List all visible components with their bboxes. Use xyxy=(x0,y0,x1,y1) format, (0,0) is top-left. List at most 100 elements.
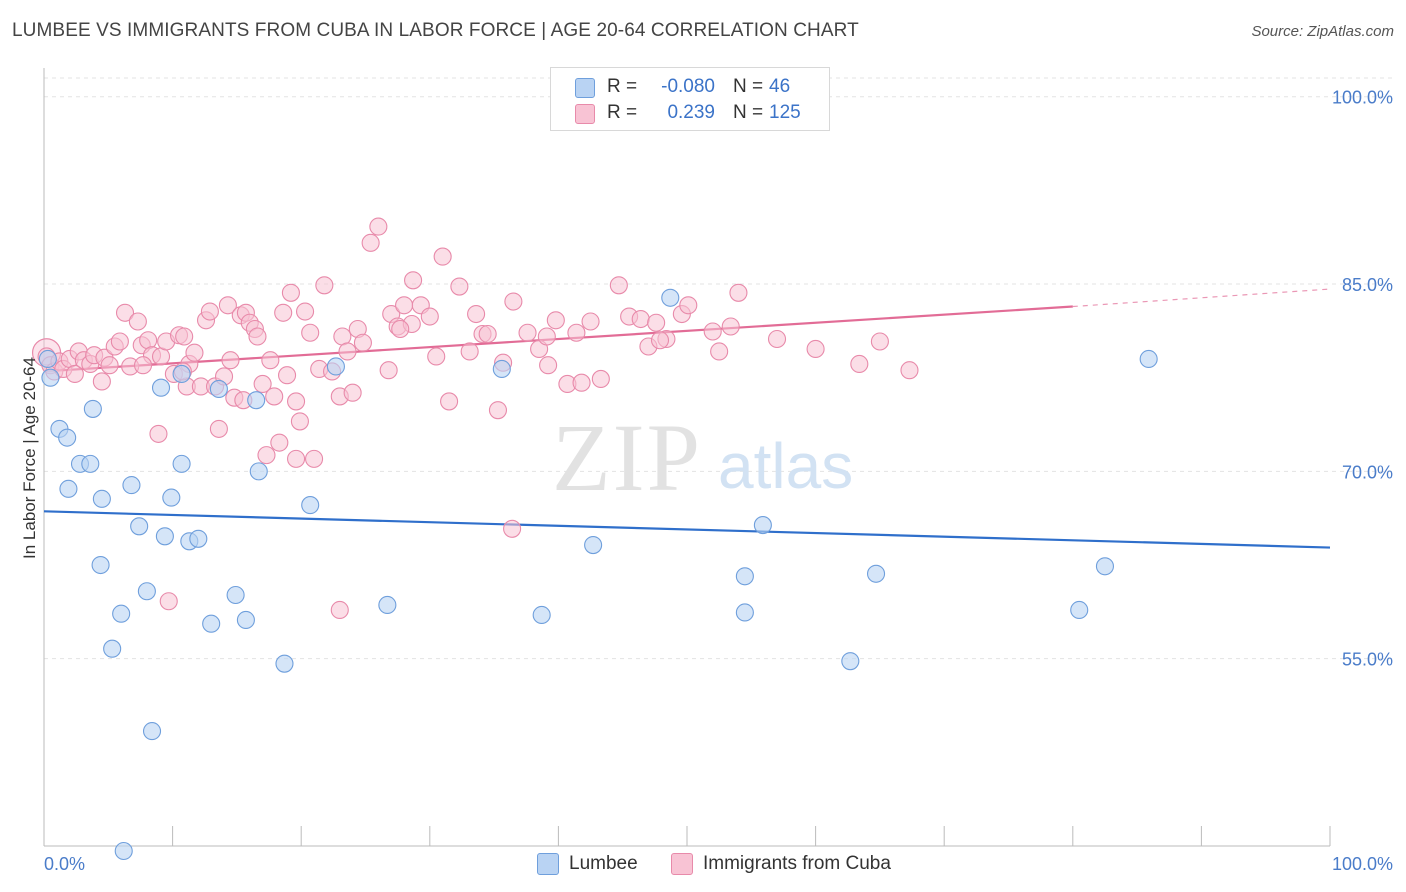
data-point-lumbee xyxy=(275,654,294,673)
data-point-cuba xyxy=(175,327,194,346)
data-point-cuba xyxy=(333,327,352,346)
legend-n-value: 125 xyxy=(769,102,801,123)
data-point-cuba xyxy=(546,311,565,330)
data-point-cuba xyxy=(301,323,320,342)
data-point-cuba xyxy=(274,303,293,322)
data-point-cuba xyxy=(539,356,558,375)
data-point-lumbee xyxy=(326,357,345,376)
trend-line-cuba-extension xyxy=(1072,288,1331,308)
data-point-lumbee xyxy=(112,604,131,623)
data-point-cuba xyxy=(151,347,171,366)
data-point-cuba xyxy=(503,519,522,538)
data-point-cuba xyxy=(391,319,410,339)
data-point-cuba xyxy=(278,366,297,385)
data-point-cuba xyxy=(343,383,362,402)
bottom-legend-swatch-cuba xyxy=(671,853,693,875)
bottom-legend-label-cuba: Immigrants from Cuba xyxy=(703,853,891,874)
data-point-lumbee xyxy=(103,639,122,658)
data-point-lumbee xyxy=(584,535,603,555)
legend-swatch-cuba xyxy=(575,104,595,124)
legend-row-lumbee: R = -0.080 N = 46 xyxy=(551,75,829,101)
data-point-lumbee xyxy=(247,391,266,410)
data-point-cuba xyxy=(281,283,300,302)
data-point-cuba xyxy=(253,374,272,394)
data-point-cuba xyxy=(460,342,479,361)
data-point-lumbee xyxy=(1070,600,1089,620)
data-point-lumbee xyxy=(753,516,772,535)
data-point-lumbee xyxy=(91,555,110,575)
data-point-lumbee xyxy=(236,610,255,630)
points-immigrants-from-cuba xyxy=(31,87,919,620)
x-tick-label: 0.0% xyxy=(44,854,85,874)
data-point-lumbee xyxy=(209,379,228,398)
data-point-cuba xyxy=(379,361,398,380)
data-point-cuba xyxy=(369,217,388,236)
bottom-legend-label-lumbee: Lumbee xyxy=(569,853,638,874)
data-point-cuba xyxy=(609,276,628,295)
data-point-cuba xyxy=(537,327,556,346)
data-point-cuba xyxy=(65,364,84,384)
data-point-cuba xyxy=(433,247,452,266)
legend-r-label: R = xyxy=(607,76,638,97)
data-point-lumbee xyxy=(661,288,680,307)
data-point-cuba xyxy=(296,302,315,321)
data-point-cuba xyxy=(806,339,825,359)
data-point-cuba xyxy=(721,317,740,336)
data-point-cuba xyxy=(115,303,135,322)
data-point-cuba xyxy=(287,449,306,468)
data-point-cuba xyxy=(729,283,748,302)
grid-lines xyxy=(44,77,1394,660)
data-point-cuba xyxy=(248,327,267,346)
tick-labels: 55.0% 70.0% 85.0% 100.0% 0.0% 100.0% xyxy=(44,88,1393,874)
data-point-cuba xyxy=(767,329,787,349)
data-point-cuba xyxy=(427,347,446,366)
data-point-cuba xyxy=(567,323,586,342)
data-point-lumbee xyxy=(189,529,208,548)
data-point-cuba xyxy=(218,296,237,315)
data-point-cuba xyxy=(100,356,119,375)
data-point-cuba xyxy=(488,401,508,420)
data-point-cuba xyxy=(290,412,309,431)
data-point-cuba xyxy=(149,424,168,443)
data-point-lumbee xyxy=(172,364,191,384)
data-point-cuba xyxy=(581,312,600,331)
data-point-cuba xyxy=(265,387,284,406)
data-point-cuba xyxy=(850,354,869,374)
data-point-cuba xyxy=(209,419,228,438)
data-point-cuba xyxy=(139,331,158,350)
data-point-cuba xyxy=(257,446,276,465)
data-point-cuba xyxy=(305,449,324,468)
y-tick-label: 55.0% xyxy=(1342,650,1393,670)
data-point-lumbee xyxy=(130,517,149,536)
data-point-lumbee xyxy=(142,722,162,741)
data-point-cuba xyxy=(315,276,334,295)
bottom-legend-cuba: Immigrants from Cuba xyxy=(671,852,921,876)
data-point-cuba xyxy=(128,312,147,331)
data-point-cuba xyxy=(92,372,111,391)
legend-row-cuba: R = 0.239 N = 125 xyxy=(551,101,829,127)
y-tick-label: 100.0% xyxy=(1332,88,1393,108)
watermark: ZIP atlas xyxy=(552,404,853,511)
data-point-lumbee xyxy=(841,652,860,671)
legend-n-value: 46 xyxy=(769,76,791,97)
legend-swatch-lumbee xyxy=(575,78,595,98)
data-point-cuba xyxy=(710,342,729,361)
data-point-lumbee xyxy=(866,564,886,583)
legend-r-value: 0.239 xyxy=(667,102,715,123)
bottom-legend-lumbee: Lumbee xyxy=(537,852,657,876)
y-tick-label: 85.0% xyxy=(1342,275,1393,295)
data-point-cuba xyxy=(650,331,670,350)
data-point-cuba xyxy=(679,296,698,315)
data-point-cuba xyxy=(450,277,469,296)
data-point-lumbee xyxy=(1139,349,1158,369)
legend-r-label: R = xyxy=(607,102,638,123)
data-point-cuba xyxy=(440,392,459,411)
legend-n-label: N = xyxy=(733,102,764,123)
data-point-lumbee xyxy=(58,428,77,447)
data-point-lumbee xyxy=(735,567,754,586)
data-point-lumbee xyxy=(226,585,245,605)
data-point-cuba xyxy=(631,309,650,329)
points-lumbee xyxy=(38,288,1158,861)
data-point-cuba xyxy=(261,351,280,370)
data-point-lumbee xyxy=(41,368,60,387)
